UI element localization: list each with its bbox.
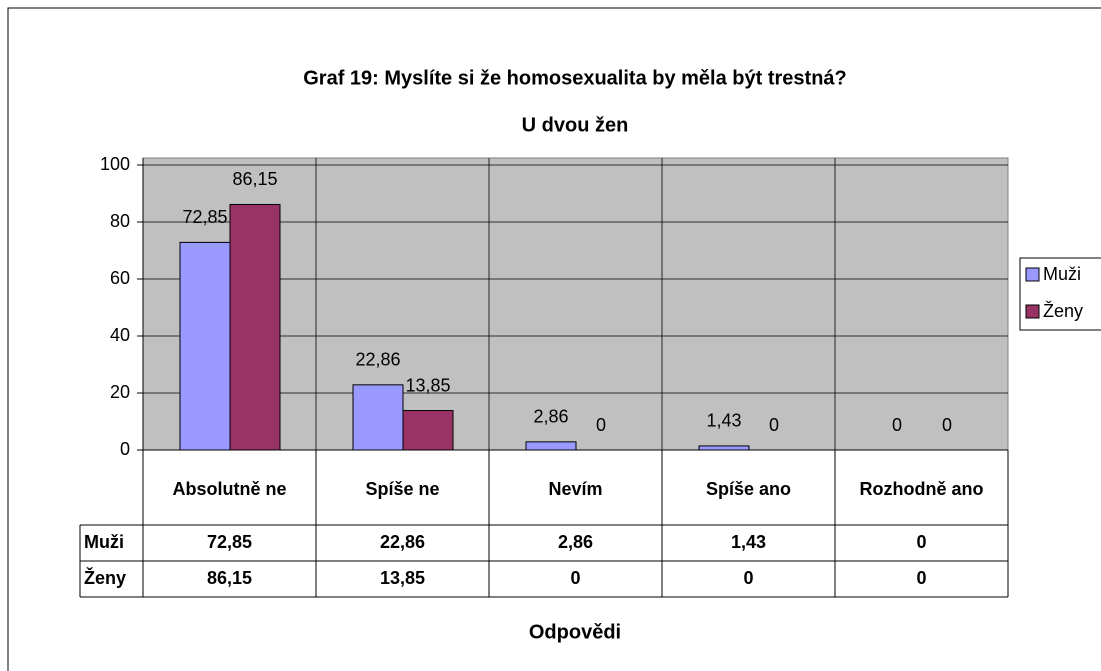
data-label: 0: [769, 415, 779, 435]
x-axis-label: Odpovědi: [529, 621, 621, 643]
bar: [525, 441, 577, 451]
table-row-label: Muži: [84, 532, 124, 552]
data-label: 1,43: [706, 411, 741, 431]
x-tick-label: Rozhodně ano: [860, 479, 984, 499]
data-label: 2,86: [533, 407, 568, 427]
table-cell: 0: [916, 568, 926, 588]
table-row-label: Ženy: [84, 567, 126, 588]
bar: [402, 410, 454, 451]
legend-swatch: [1025, 267, 1040, 282]
y-tick-label: 100: [100, 154, 130, 174]
table-cell: 72,85: [207, 532, 252, 552]
data-label: 0: [942, 415, 952, 435]
data-label: 0: [596, 415, 606, 435]
x-tick-label: Absolutně ne: [172, 479, 286, 499]
y-tick-label: 80: [110, 211, 130, 231]
table-cell: 0: [570, 568, 580, 588]
data-label: 13,85: [405, 375, 450, 395]
chart-subtitle: U dvou žen: [522, 114, 629, 136]
data-label: 22,86: [355, 350, 400, 370]
table-cell: 1,43: [731, 532, 766, 552]
plot-area: [142, 157, 1009, 451]
y-tick-label: 40: [110, 325, 130, 345]
table-cell: 0: [743, 568, 753, 588]
chart-title: Graf 19: Myslíte si že homosexualita by …: [303, 67, 847, 89]
legend-label: Ženy: [1043, 301, 1083, 321]
bar: [698, 445, 750, 451]
x-tick-label: Nevím: [548, 479, 602, 499]
y-tick-label: 20: [110, 382, 130, 402]
data-label: 86,15: [232, 169, 277, 189]
bar: [229, 203, 281, 451]
y-tick-label: 0: [120, 439, 130, 459]
y-tick-label: 60: [110, 268, 130, 288]
legend-box: [1019, 257, 1101, 331]
data-label: 0: [892, 415, 902, 435]
table-cell: 86,15: [207, 568, 252, 588]
table-cell: 22,86: [380, 532, 425, 552]
table-cell: 13,85: [380, 568, 425, 588]
legend-label: Muži: [1043, 264, 1081, 284]
bar: [352, 384, 404, 451]
table-cell: 2,86: [558, 532, 593, 552]
table-cell: 0: [916, 532, 926, 552]
legend-swatch: [1025, 304, 1040, 319]
data-label: 72,85: [182, 207, 227, 227]
x-tick-label: Spíše ano: [706, 479, 791, 499]
bar: [179, 241, 231, 451]
x-tick-label: Spíše ne: [365, 479, 439, 499]
